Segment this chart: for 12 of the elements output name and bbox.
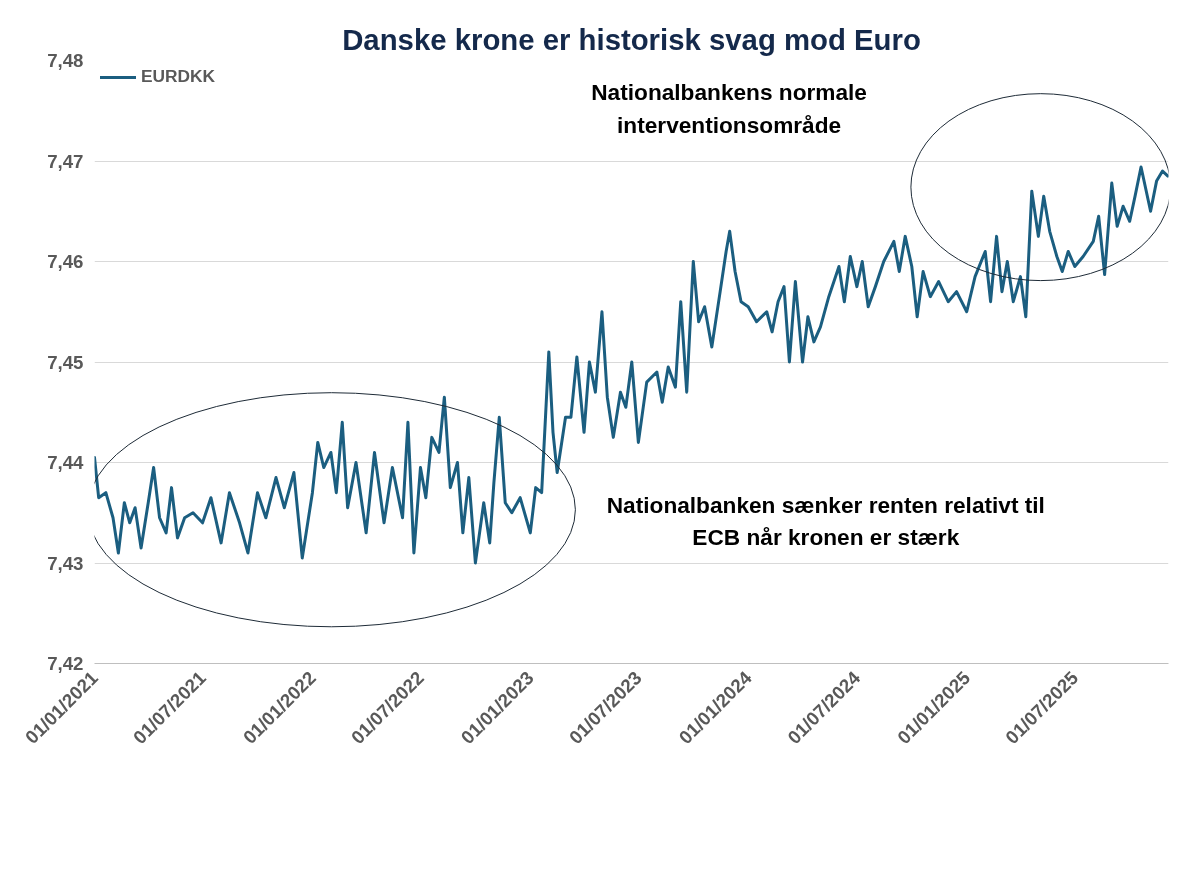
y-tick-label: 7,48 <box>47 50 84 71</box>
y-tick-label: 7,42 <box>47 653 84 674</box>
legend-label: EURDKK <box>141 66 216 87</box>
line-series <box>94 165 1169 565</box>
annotation: Nationalbanken sænker renten relativt til ECB når kronen er stærk <box>606 491 1045 551</box>
y-tick-label: 7,45 <box>47 351 84 373</box>
y-tick-label: 7,43 <box>47 552 84 574</box>
annotation: Nationalbankens normale interventionsområde <box>591 79 867 138</box>
y-tick-label: 7,44 <box>47 452 85 473</box>
y-tick-label: 7,47 <box>47 150 84 172</box>
y-tick-label: 7,46 <box>47 251 84 272</box>
chart-title: Danske krone er historisk svag mod Euro <box>342 22 921 56</box>
